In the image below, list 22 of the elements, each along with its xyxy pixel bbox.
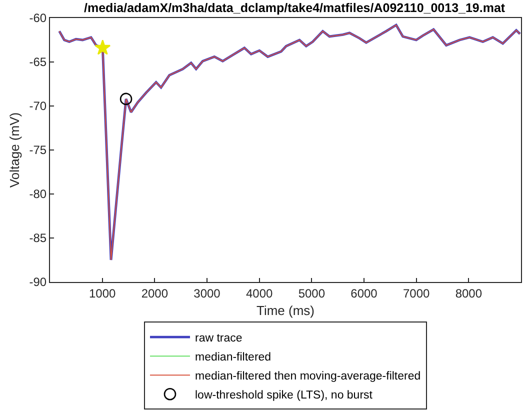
x-tick-label: 8000 [455, 286, 482, 300]
legend-label: low-threshold spike (LTS), no burst [195, 390, 374, 402]
y-axis-title: Voltage (mV) [7, 112, 22, 188]
legend-label: median-filtered then moving-average-filtered [195, 370, 421, 383]
legend-label: median-filtered [195, 352, 272, 364]
y-tick-label: -65 [29, 55, 47, 70]
y-tick-label: -75 [29, 143, 47, 158]
x-tick-label: 5000 [298, 286, 326, 300]
x-tick-label: 2000 [141, 286, 168, 300]
y-tick-label: -70 [29, 99, 47, 114]
x-axis-title: Time (ms) [256, 303, 315, 318]
y-tick-label: -90 [29, 275, 47, 290]
x-tick-label: 6000 [350, 286, 378, 300]
x-tick-label: 1000 [88, 286, 116, 300]
y-tick-label: -60 [29, 11, 47, 26]
x-tick-label: 7000 [402, 286, 430, 300]
x-tick-label: 4000 [246, 286, 273, 300]
y-tick-label: -85 [29, 231, 47, 246]
y-tick-label: -80 [29, 187, 47, 202]
legend-label: raw trace [195, 332, 242, 345]
chart-title: /media/adamX/m3ha/data_dclamp/take4/matfiles/A092110_0013_19.mat [84, 0, 506, 15]
x-tick-label: 3000 [194, 286, 221, 300]
